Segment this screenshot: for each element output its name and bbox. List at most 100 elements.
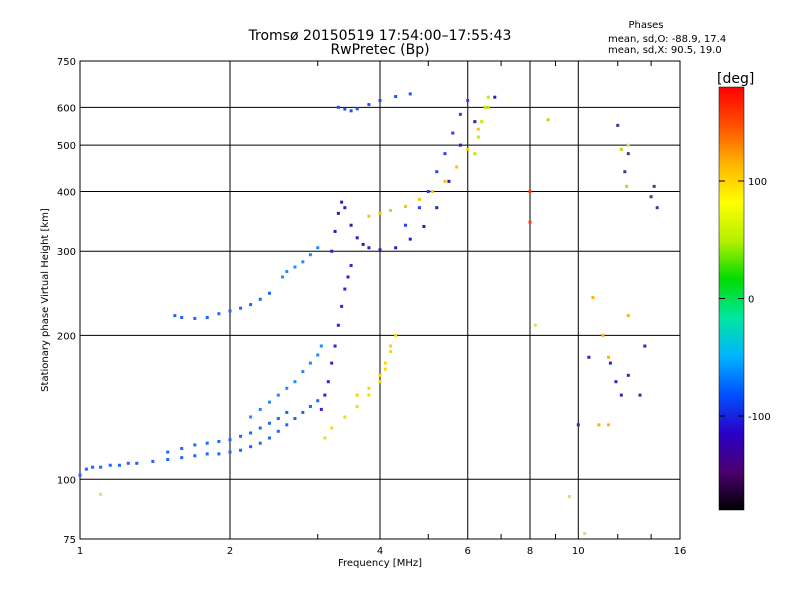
- data-point: [180, 315, 184, 319]
- data-point: [249, 445, 253, 449]
- data-point: [285, 386, 289, 390]
- data-point: [417, 197, 421, 201]
- data-point: [476, 127, 480, 131]
- data-point: [483, 105, 487, 109]
- data-point: [84, 467, 88, 471]
- x-tick-label: 1: [77, 546, 83, 557]
- data-point: [626, 314, 630, 318]
- data-point: [619, 393, 623, 397]
- data-point: [193, 443, 197, 447]
- data-point: [258, 297, 262, 301]
- x-tick-label: 6: [465, 546, 471, 557]
- data-point: [455, 165, 459, 169]
- y-tick-label: 600: [57, 103, 76, 114]
- data-point: [293, 380, 297, 384]
- data-point: [205, 452, 209, 456]
- data-point: [258, 426, 262, 430]
- colorbar-label: [deg]: [717, 71, 754, 87]
- data-point: [394, 333, 398, 337]
- data-point: [336, 323, 340, 327]
- data-point: [349, 223, 353, 227]
- data-point: [285, 423, 289, 427]
- data-point: [340, 200, 344, 204]
- data-point: [649, 195, 653, 199]
- data-point: [355, 236, 359, 240]
- data-point: [308, 361, 312, 365]
- data-point: [623, 170, 627, 174]
- data-point: [389, 350, 393, 354]
- y-tick-label: 750: [57, 57, 76, 68]
- data-point: [281, 275, 285, 279]
- data-point: [228, 450, 232, 454]
- data-point: [528, 189, 532, 193]
- x-tick-label: 8: [527, 546, 533, 557]
- chart-title: Tromsø 20150519 17:54:00–17:55:43: [248, 28, 512, 44]
- data-point: [614, 380, 618, 384]
- data-point: [249, 303, 253, 307]
- x-axis-ticks: 1 2 4 6 8 10 16: [77, 61, 687, 557]
- data-point: [336, 105, 340, 109]
- data-point: [267, 291, 271, 295]
- data-point: [576, 423, 580, 427]
- data-point: [408, 237, 412, 241]
- data-point: [267, 421, 271, 425]
- data-point: [607, 423, 611, 427]
- data-point: [422, 224, 426, 228]
- data-point: [349, 109, 353, 113]
- data-point: [267, 436, 271, 440]
- data-point: [486, 95, 490, 99]
- data-point: [591, 296, 595, 300]
- data-point: [476, 135, 480, 139]
- data-point: [205, 315, 209, 319]
- data-point: [431, 189, 435, 193]
- data-point: [403, 205, 407, 209]
- data-point: [193, 454, 197, 458]
- data-point: [319, 344, 323, 348]
- data-point: [458, 143, 462, 147]
- data-point: [308, 253, 312, 257]
- data-point: [285, 410, 289, 414]
- data-point: [473, 152, 477, 156]
- data-point: [333, 229, 337, 233]
- data-point: [99, 465, 103, 469]
- x-tick-label: 16: [674, 546, 687, 557]
- data-point: [316, 353, 320, 357]
- data-point: [626, 152, 630, 156]
- data-point: [546, 118, 550, 122]
- data-point: [166, 450, 170, 454]
- data-point: [626, 373, 630, 377]
- data-point: [383, 361, 387, 365]
- data-point: [117, 463, 121, 467]
- data-point: [151, 459, 155, 463]
- phase-colorbar: [deg] 100 0 -100: [717, 71, 771, 511]
- data-point: [276, 417, 280, 421]
- data-point: [426, 189, 430, 193]
- data-point: [567, 495, 571, 499]
- y-tick-label: 500: [57, 141, 76, 152]
- data-point: [343, 206, 347, 210]
- data-point: [451, 131, 455, 135]
- data-point: [583, 532, 587, 536]
- data-point: [330, 361, 334, 365]
- data-point: [340, 304, 344, 308]
- data-point: [228, 438, 232, 442]
- data-point: [205, 441, 209, 445]
- data-point: [443, 152, 447, 156]
- colorbar-tick-label: -100: [748, 412, 771, 423]
- data-point: [301, 370, 305, 374]
- phases-annotation-x: mean, sd,X: 90.5, 19.0: [608, 45, 722, 56]
- data-point: [403, 223, 407, 227]
- data-point: [258, 407, 262, 411]
- x-axis-label: Frequency [MHz]: [338, 558, 422, 569]
- phases-annotation-o: mean, sd,O: -88.9, 17.4: [608, 34, 726, 45]
- colorbar-ticks: 100 0 -100: [719, 177, 771, 423]
- data-point: [166, 457, 170, 461]
- data-point: [355, 404, 359, 408]
- data-point: [308, 404, 312, 408]
- data-point: [394, 95, 398, 99]
- data-points: [78, 92, 659, 536]
- y-axis-ticks: 75 100 200 300 400 500 600 750: [57, 57, 76, 546]
- data-point: [480, 120, 484, 124]
- data-point: [394, 246, 398, 250]
